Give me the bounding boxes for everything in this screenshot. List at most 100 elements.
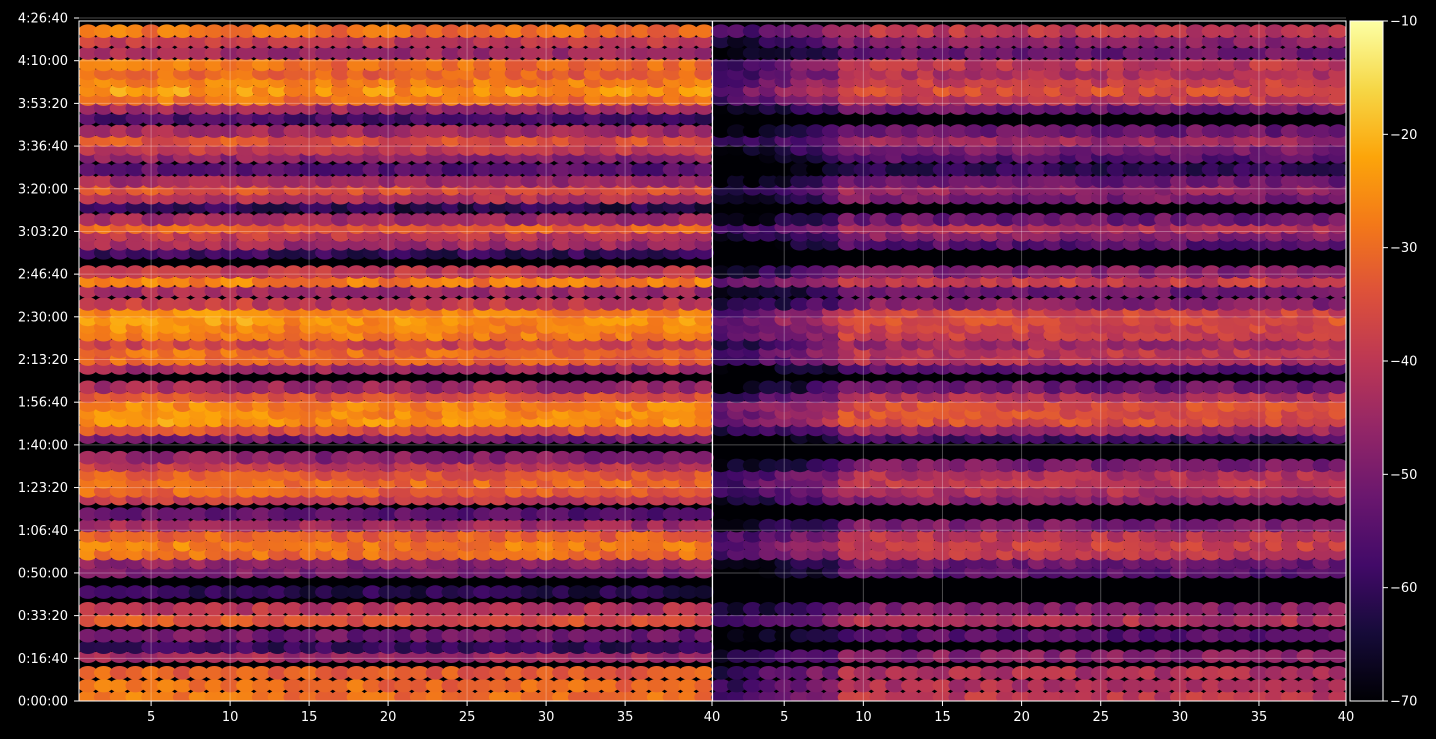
heatmap-cell [457, 678, 477, 693]
heatmap-cell [488, 162, 509, 177]
heatmap-cell [220, 162, 240, 177]
heatmap-cell [409, 585, 430, 599]
heatmap-cell [662, 640, 683, 654]
heatmap-cell [536, 380, 556, 395]
heatmap-cell [567, 507, 588, 521]
heatmap-cell [394, 585, 414, 599]
heatmap-cell [425, 450, 446, 465]
heatmap-cell [109, 602, 130, 616]
heatmap-cell [662, 212, 683, 227]
heatmap-cell [646, 602, 667, 616]
heatmap-cell [125, 666, 146, 680]
heatmap-cell [457, 666, 477, 680]
heatmap-cell [520, 212, 541, 227]
heatmap-cell [441, 640, 462, 654]
heatmap-cell [441, 518, 462, 533]
heatmap-cell [125, 585, 146, 599]
heatmap-cell [457, 690, 477, 701]
heatmap-cell [694, 690, 714, 701]
heatmap-cell [409, 507, 430, 521]
heatmap-cell [583, 297, 604, 311]
heatmap-cell [299, 518, 319, 533]
heatmap-cell [330, 297, 351, 311]
heatmap-cell [251, 518, 272, 533]
heatmap-cell [409, 174, 430, 188]
heatmap-cell [220, 212, 240, 227]
heatmap-cell [504, 628, 525, 643]
heatmap-cell [125, 297, 146, 311]
heatmap-cell [473, 162, 493, 177]
heatmap-cell [615, 297, 635, 311]
heatmap-cell [488, 174, 509, 188]
heatmap-cell [315, 613, 335, 628]
heatmap-cell [457, 174, 477, 188]
heatmap-cell [251, 284, 272, 299]
heatmap-cell [694, 613, 714, 628]
heatmap-cell [441, 265, 462, 279]
heatmap-cell [362, 602, 383, 616]
heatmap-cell [251, 380, 272, 395]
heatmap-cell [662, 380, 683, 395]
heatmap-cell [441, 212, 462, 227]
heatmap-cell [220, 529, 240, 543]
heatmap-cell [157, 518, 177, 533]
heatmap-cell [299, 284, 319, 299]
heatmap-cell [536, 265, 556, 279]
heatmap-cell [504, 174, 525, 188]
heatmap-cell [631, 690, 651, 701]
heatmap-cell [536, 613, 556, 628]
heatmap-cell [1328, 666, 1346, 680]
heatmap-cell [488, 265, 509, 279]
heatmap-cell [473, 284, 493, 299]
heatmap-cell [204, 585, 225, 599]
heatmap-cell [552, 507, 572, 521]
heatmap-cell [615, 284, 635, 299]
heatmap-cell [157, 640, 177, 654]
heatmap-cell [299, 174, 319, 188]
heatmap-cell [299, 265, 319, 279]
y-tick-label: 0:16:40 [18, 652, 68, 667]
heatmap-cell [267, 212, 288, 227]
heatmap-cell [172, 174, 193, 188]
heatmap-cell [488, 640, 509, 654]
heatmap-cell [662, 174, 683, 188]
heatmap-cell [204, 602, 225, 616]
x-tick-label: 5 [147, 710, 155, 725]
heatmap-cell [583, 450, 604, 465]
heatmap-cell [79, 507, 98, 521]
heatmap-cell [378, 666, 398, 680]
heatmap-cell [204, 666, 225, 680]
heatmap-cell [188, 265, 209, 279]
heatmap-cell [378, 613, 398, 628]
heatmap-cell [125, 529, 146, 543]
heatmap-cell [378, 585, 398, 599]
heatmap-cell [299, 529, 319, 543]
heatmap-cell [504, 666, 525, 680]
heatmap-cell [583, 678, 604, 693]
heatmap-cell [504, 640, 525, 654]
heatmap-cell [283, 613, 304, 628]
heatmap-cell [172, 518, 193, 533]
heatmap-cell [694, 450, 714, 465]
heatmap-cell [425, 690, 446, 701]
heatmap-cell [631, 450, 651, 465]
heatmap-cell [362, 380, 383, 395]
heatmap-cell [1328, 24, 1346, 38]
heatmap-cell [220, 640, 240, 654]
heatmap-cell [236, 602, 256, 616]
heatmap-cell [251, 162, 272, 177]
heatmap-cell [236, 162, 256, 177]
heatmap-cell [425, 212, 446, 227]
heatmap-cell [646, 628, 667, 643]
heatmap-cell [678, 529, 699, 543]
heatmap-cell [473, 529, 493, 543]
heatmap-cell [330, 602, 351, 616]
heatmap-cell [694, 265, 714, 279]
heatmap-cell [615, 212, 635, 227]
heatmap-cell [536, 297, 556, 311]
heatmap-cell [204, 628, 225, 643]
heatmap-cell [567, 666, 588, 680]
heatmap-cell [583, 162, 604, 177]
heatmap-cell [362, 284, 383, 299]
heatmap-cell [520, 690, 541, 701]
